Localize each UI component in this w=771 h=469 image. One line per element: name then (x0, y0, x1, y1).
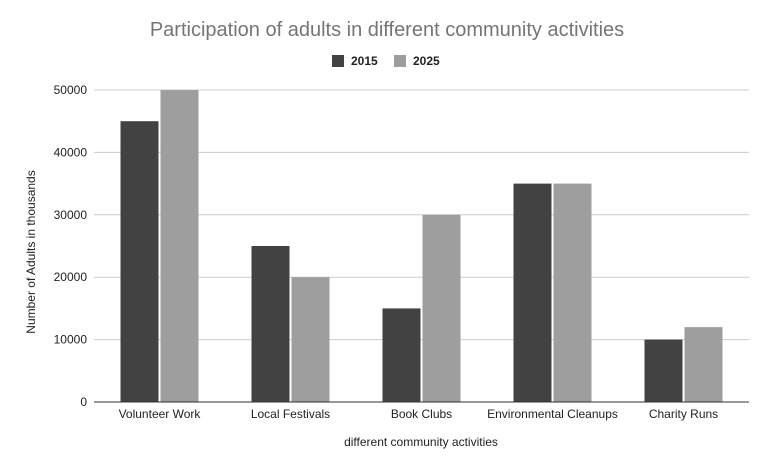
y-tick-label: 30000 (54, 208, 88, 222)
y-tick-label: 10000 (54, 333, 88, 347)
bar-2015-book-clubs (382, 308, 421, 402)
x-tick-label: Local Festivals (251, 407, 330, 421)
gridlines (94, 89, 749, 341)
bar-2025-local-festivals (291, 277, 330, 402)
y-axis-title: Number of Adults in thousands (24, 170, 38, 333)
x-tick-label: Book Clubs (391, 407, 452, 421)
y-tick-label: 20000 (54, 270, 88, 284)
bar-2025-book-clubs (422, 214, 461, 402)
bar-2015-volunteer-work (120, 121, 159, 402)
chart-title: Participation of adults in different com… (150, 19, 624, 41)
legend-swatch-2025 (394, 55, 406, 67)
y-tick-label: 0 (80, 395, 87, 409)
x-tick-label: Charity Runs (649, 407, 718, 421)
y-tick-label: 40000 (54, 145, 88, 159)
legend-label-2015: 2015 (351, 54, 378, 68)
bar-2025-environmental-cleanups (553, 183, 592, 402)
bar-2025-charity-runs (684, 327, 723, 402)
x-tick-label: Environmental Cleanups (487, 407, 618, 421)
legend: 2015 2025 (332, 54, 440, 68)
y-tick-label: 50000 (54, 83, 88, 97)
bar-2015-charity-runs (644, 339, 683, 402)
legend-swatch-2015 (332, 55, 344, 67)
x-axis-title: different community activities (344, 435, 498, 449)
x-tick-label: Volunteer Work (119, 407, 202, 421)
bar-2025-volunteer-work (160, 90, 199, 402)
y-axis-ticks: 0 10000 20000 30000 40000 50000 (54, 83, 88, 409)
bars (120, 90, 723, 402)
bar-2015-local-festivals (251, 246, 290, 402)
x-axis-ticks: Volunteer Work Local Festivals Book Clubs E… (119, 407, 719, 421)
bar-2015-environmental-cleanups (513, 183, 552, 402)
legend-label-2025: 2025 (413, 54, 440, 68)
